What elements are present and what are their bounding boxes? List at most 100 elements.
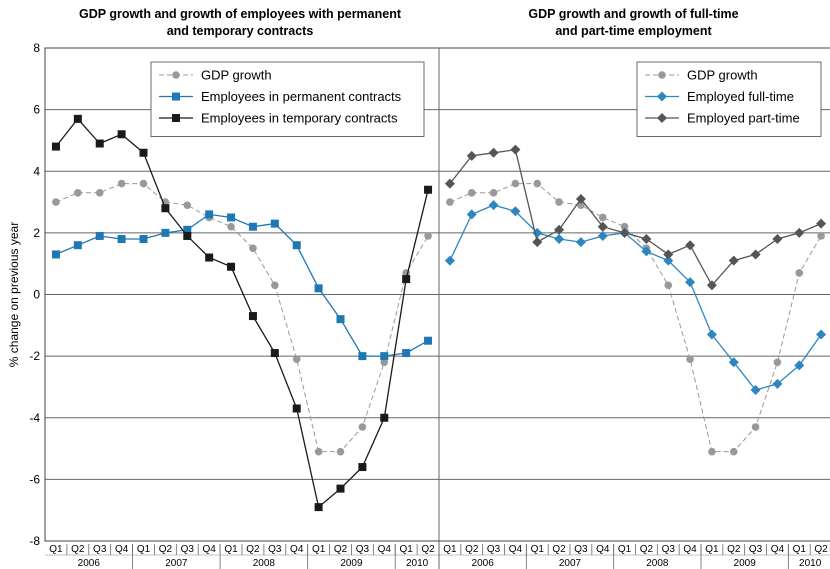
y-tick-label: 6 [33, 103, 40, 117]
y-tick-label: -2 [29, 349, 40, 363]
legend-label: GDP growth [201, 68, 272, 83]
data-point [183, 225, 192, 234]
x-tick-label: Q4 [290, 544, 304, 555]
x-tick-label: Q3 [93, 544, 107, 555]
data-point [510, 144, 521, 155]
year-label: 2006 [78, 558, 101, 569]
data-point [292, 241, 301, 250]
data-point [466, 150, 477, 161]
x-tick-label: Q2 [465, 544, 479, 555]
x-tick-label: Q2 [334, 544, 348, 555]
year-label: 2009 [734, 558, 757, 569]
data-point [663, 255, 674, 266]
data-point [772, 234, 783, 245]
x-tick-label: Q3 [574, 544, 588, 555]
data-point [446, 198, 454, 206]
data-point [358, 423, 367, 431]
x-tick-label: Q1 [793, 544, 807, 555]
data-point [336, 484, 345, 493]
data-point [619, 227, 630, 238]
x-tick-label: Q2 [727, 544, 741, 555]
data-point [139, 235, 148, 244]
data-point [73, 114, 82, 123]
x-tick-label: Q2 [71, 544, 85, 555]
x-tick-label: Q1 [705, 544, 719, 555]
data-point [773, 358, 782, 367]
x-tick-label: Q1 [224, 544, 238, 555]
y-tick-label: 8 [33, 41, 40, 55]
data-point [663, 249, 674, 260]
series-1-3 [51, 114, 433, 512]
x-tick-label: Q1 [49, 544, 63, 555]
legend-label: Employed part-time [687, 111, 800, 126]
y-tick-label: 4 [33, 164, 40, 178]
x-tick-label: Q1 [137, 544, 151, 555]
data-point [597, 221, 608, 232]
data-point [641, 246, 652, 257]
x-tick-label: Q4 [115, 544, 129, 555]
series-line [449, 148, 822, 287]
data-point [402, 275, 411, 284]
y-tick-label: 2 [33, 226, 40, 240]
x-tick-label: Q2 [552, 544, 566, 555]
data-point [533, 179, 542, 188]
data-point [575, 237, 586, 248]
data-point [794, 227, 805, 238]
series-line [449, 183, 822, 453]
x-tick-label: Q1 [312, 544, 326, 555]
data-point [402, 349, 411, 358]
data-point [751, 423, 760, 431]
data-point [74, 189, 82, 197]
data-point [424, 185, 433, 194]
panel-title-2-line-1: GDP growth and growth of full-time [528, 7, 738, 21]
x-tick-label: Q3 [356, 544, 370, 555]
series-line [55, 183, 429, 453]
year-label: 2008 [253, 558, 276, 569]
panel-title-1-line-1: GDP growth and growth of employees with … [79, 7, 402, 21]
data-point [488, 200, 499, 211]
data-point [555, 198, 563, 206]
data-point [95, 231, 104, 240]
series-1-1 [52, 179, 432, 456]
data-point [205, 210, 214, 219]
x-tick-label: Q4 [509, 544, 523, 555]
data-point [728, 255, 739, 266]
data-point [205, 253, 214, 262]
data-point [424, 336, 433, 345]
data-point [336, 447, 345, 456]
data-point [95, 139, 104, 148]
data-point [227, 213, 236, 222]
data-point [292, 355, 301, 364]
series-2-2 [444, 200, 827, 396]
y-tick-label: -6 [29, 472, 40, 486]
x-tick-label: Q1 [399, 544, 413, 555]
x-tick-label: Q1 [443, 544, 457, 555]
series-2-1 [446, 179, 825, 456]
x-tick-label: Q1 [618, 544, 632, 555]
x-tick-label: Q3 [749, 544, 763, 555]
data-point [227, 222, 235, 231]
data-point [314, 447, 323, 456]
data-point [750, 249, 761, 260]
data-point [183, 231, 192, 240]
data-point [139, 179, 148, 188]
data-point [270, 219, 279, 228]
data-point [532, 237, 543, 248]
data-point [183, 201, 192, 209]
x-tick-label: Q2 [159, 544, 173, 555]
legend-box [150, 61, 425, 137]
legend-1: GDP growth Employees in permanent contrac… [150, 61, 425, 137]
data-point [685, 277, 696, 288]
legend-marker [172, 92, 180, 101]
x-tick-label: Q2 [421, 544, 435, 555]
data-point [314, 284, 323, 293]
data-point [641, 234, 652, 245]
series-line [55, 117, 429, 509]
x-tick-label: Q3 [268, 544, 282, 555]
y-axis-label: % change on previous year [7, 222, 21, 367]
legend-label: GDP growth [687, 68, 758, 83]
series-2-3 [444, 144, 827, 291]
data-point [466, 209, 477, 220]
series-1-2 [51, 210, 433, 361]
data-point [467, 189, 476, 197]
